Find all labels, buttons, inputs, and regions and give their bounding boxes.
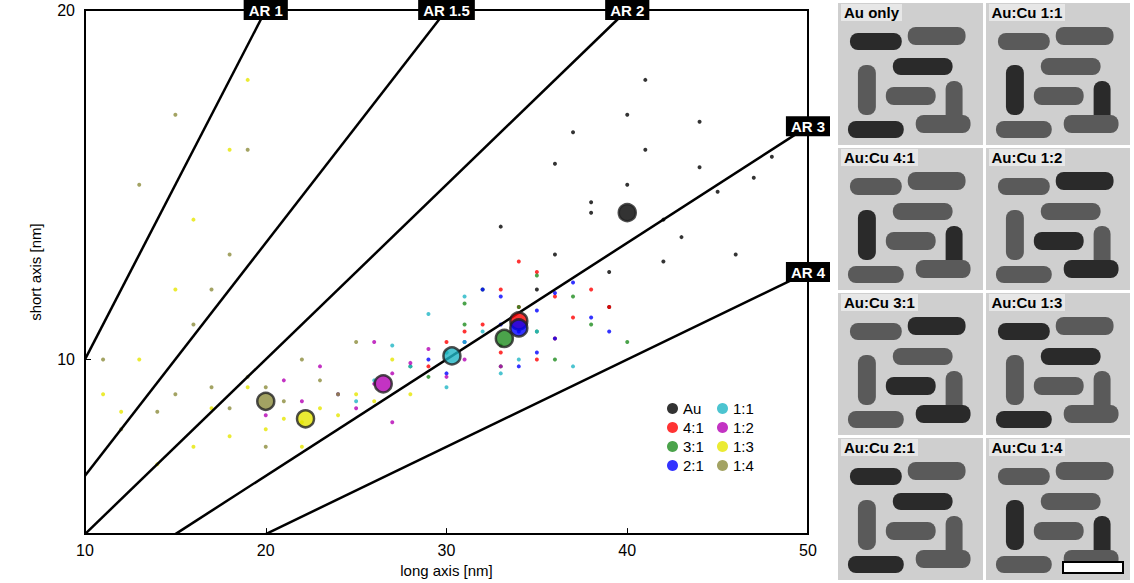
svg-text:10: 10 — [76, 542, 94, 559]
svg-text:long axis [nm]: long axis [nm] — [400, 562, 493, 579]
svg-text:4:1: 4:1 — [683, 419, 704, 436]
svg-text:50: 50 — [799, 542, 817, 559]
svg-text:1:4: 1:4 — [733, 457, 754, 474]
svg-text:AR 3: AR 3 — [791, 118, 825, 135]
html-text:Au:Cu 2:1: Au:Cu 2:1 — [844, 439, 915, 456]
html-text:Au only: Au only — [844, 4, 899, 21]
html-text:Au:Cu 1:4: Au:Cu 1:4 — [991, 439, 1063, 456]
svg-text:10: 10 — [57, 351, 75, 368]
html-text:Au:Cu 1:2: Au:Cu 1:2 — [991, 149, 1063, 166]
svg-text:Au: Au — [683, 400, 701, 417]
html-text:Au:Cu 4:1: Au:Cu 4:1 — [844, 149, 915, 166]
svg-text:3:1: 3:1 — [683, 438, 704, 455]
svg-text:AR 1.5: AR 1.5 — [423, 2, 470, 19]
svg-text:AR 1: AR 1 — [249, 2, 283, 19]
svg-text:20: 20 — [257, 542, 275, 559]
svg-text:1:2: 1:2 — [733, 419, 754, 436]
svg-text:short axis [nm]: short axis [nm] — [27, 223, 44, 321]
html-text:Au:Cu 1:3: Au:Cu 1:3 — [991, 294, 1063, 311]
svg-text:1:3: 1:3 — [733, 438, 754, 455]
html-text:Au:Cu 3:1: Au:Cu 3:1 — [844, 294, 915, 311]
svg-text:1:1: 1:1 — [733, 400, 754, 417]
svg-text:2:1: 2:1 — [683, 457, 704, 474]
svg-text:AR 4: AR 4 — [791, 264, 826, 281]
svg-text:20: 20 — [57, 2, 75, 19]
svg-text:40: 40 — [618, 542, 636, 559]
svg-text:30: 30 — [438, 542, 456, 559]
svg-text:AR 2: AR 2 — [610, 2, 644, 19]
html-text:Au:Cu 1:1: Au:Cu 1:1 — [991, 4, 1063, 21]
